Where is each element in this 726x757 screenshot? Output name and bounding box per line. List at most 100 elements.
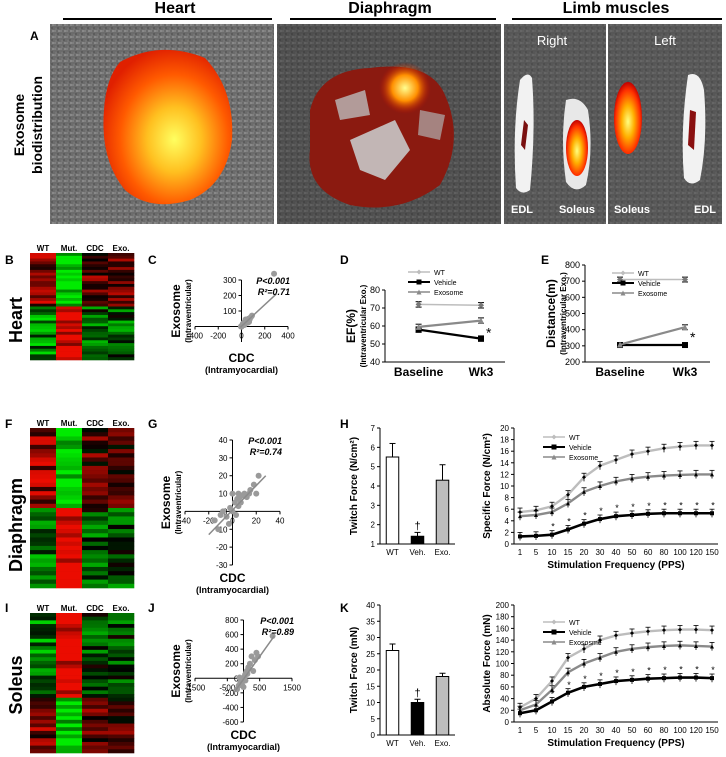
heatmap-cell — [82, 712, 109, 717]
y-tick-label: 100 — [223, 307, 237, 316]
heatmap-cell — [56, 566, 83, 572]
heatmap-cell — [56, 329, 83, 333]
heatmap-cell — [82, 495, 109, 500]
heatmap-cell — [108, 283, 135, 288]
x-tick-label: 100 — [673, 548, 687, 557]
heatmap-cell — [30, 694, 57, 699]
heatmap-cell — [108, 686, 135, 691]
heatmap-cell — [108, 635, 135, 640]
x-tick-label: 60 — [644, 726, 653, 735]
marker-triangle — [478, 317, 484, 324]
heatmap-cell — [30, 627, 57, 632]
legend-label: WT — [638, 271, 650, 278]
chart-e: 200 300 400 500 600 700 800 Baseline Wk3 * Distanc… — [544, 260, 710, 379]
label-edl-1: EDL — [511, 204, 533, 216]
heatmap-cell — [56, 314, 83, 319]
heatmap-cell — [108, 275, 135, 279]
y-tick-label: 80 — [500, 671, 509, 680]
heatmap-cell — [82, 499, 109, 505]
heatmap-cell — [56, 449, 83, 454]
marker-diamond — [646, 629, 650, 634]
heatmap-cell — [30, 653, 57, 658]
heatmap-cell — [56, 554, 83, 559]
x-tick-label: Exo. — [434, 739, 450, 748]
x-tick-label: 20 — [580, 548, 589, 557]
marker-square — [694, 675, 698, 680]
x-tick-label: 50 — [628, 726, 637, 735]
scatter-point — [225, 520, 232, 527]
heatmap-cell — [82, 686, 109, 691]
panel-letter-f: F — [5, 417, 12, 431]
heatmap-cell — [30, 331, 57, 335]
heatmap-cell — [82, 529, 109, 534]
heatmap-cell — [82, 635, 109, 640]
x-tick-label: -500 — [219, 683, 236, 692]
heatmap-cell — [82, 269, 109, 274]
heatmap-cell — [82, 286, 109, 290]
heatmap-cell — [56, 745, 83, 750]
heatmap-cell — [56, 261, 83, 265]
y-tick-label: 600 — [565, 292, 580, 302]
heatmap-cell — [82, 734, 109, 739]
heatmap-cell — [108, 738, 135, 743]
marker-diamond — [630, 452, 634, 457]
heatmap-cell — [56, 741, 83, 746]
marker-triangle — [710, 644, 714, 649]
heatmap-cell — [56, 708, 83, 713]
heatmap-cell — [56, 550, 83, 555]
heatmap-cell — [108, 616, 135, 621]
heatmap-cell — [82, 357, 109, 361]
heatmap-cell — [30, 428, 57, 433]
marker-triangle — [630, 476, 634, 481]
heatmap-cell — [30, 516, 57, 521]
y-tick-label: -400 — [222, 703, 239, 712]
heatmap-cell — [30, 253, 57, 257]
heatmap-cell — [108, 512, 135, 517]
heatmap-cell — [108, 314, 135, 319]
x-axis-label: CDC — [220, 571, 246, 585]
marker-diamond — [582, 646, 586, 651]
chart-j: -1500 -500 500 1500 -600 -400 -200 0 200 400 600 80… — [169, 616, 301, 752]
x-tick-label: 5 — [534, 726, 539, 735]
heatmap-col-label: WT — [37, 244, 50, 253]
x-tick-label: WT — [386, 548, 399, 557]
marker-diamond — [534, 508, 538, 513]
heatmap-cell — [30, 354, 57, 358]
heatmap-cell — [108, 649, 135, 654]
x-tick-label: 60 — [644, 548, 653, 557]
heatmap-cell — [82, 694, 109, 699]
marker-diamond — [566, 492, 570, 497]
marker-square — [416, 279, 422, 285]
y-tick-label: 16 — [500, 447, 509, 456]
heatmap-cell — [82, 470, 109, 475]
heatmap-cell — [30, 482, 57, 488]
marker-diamond — [416, 269, 422, 275]
heatmap-cell — [108, 269, 135, 274]
heatmap-cell — [82, 520, 109, 526]
y-tick-label: 180 — [496, 613, 510, 622]
heatmap-cell — [108, 326, 135, 330]
bar — [410, 535, 425, 545]
significance-mark: * — [631, 667, 635, 677]
heatmap-cell — [56, 298, 83, 302]
heatmap-cell — [82, 566, 109, 572]
x-tick-label: 40 — [276, 516, 285, 525]
heatmap-cell — [30, 320, 57, 324]
heatmap-col-label: WT — [37, 419, 50, 428]
significance-mark: * — [631, 502, 635, 512]
scatter-point — [215, 526, 222, 533]
significance-mark: * — [583, 674, 587, 684]
heatmap-cell — [82, 738, 109, 743]
marker-diamond — [614, 633, 618, 638]
heatmap-cell — [82, 583, 109, 589]
legend-label: WT — [569, 435, 581, 442]
heatmap-cell — [108, 660, 135, 665]
heatmap-cell — [108, 449, 135, 454]
heatmap-cell — [30, 357, 57, 361]
heatmap-cell — [108, 436, 135, 441]
heatmap-cell — [82, 453, 109, 458]
y-tick-label: 300 — [565, 341, 580, 351]
heatmap-cell — [82, 258, 109, 262]
x-tick-label: 40 — [612, 548, 621, 557]
